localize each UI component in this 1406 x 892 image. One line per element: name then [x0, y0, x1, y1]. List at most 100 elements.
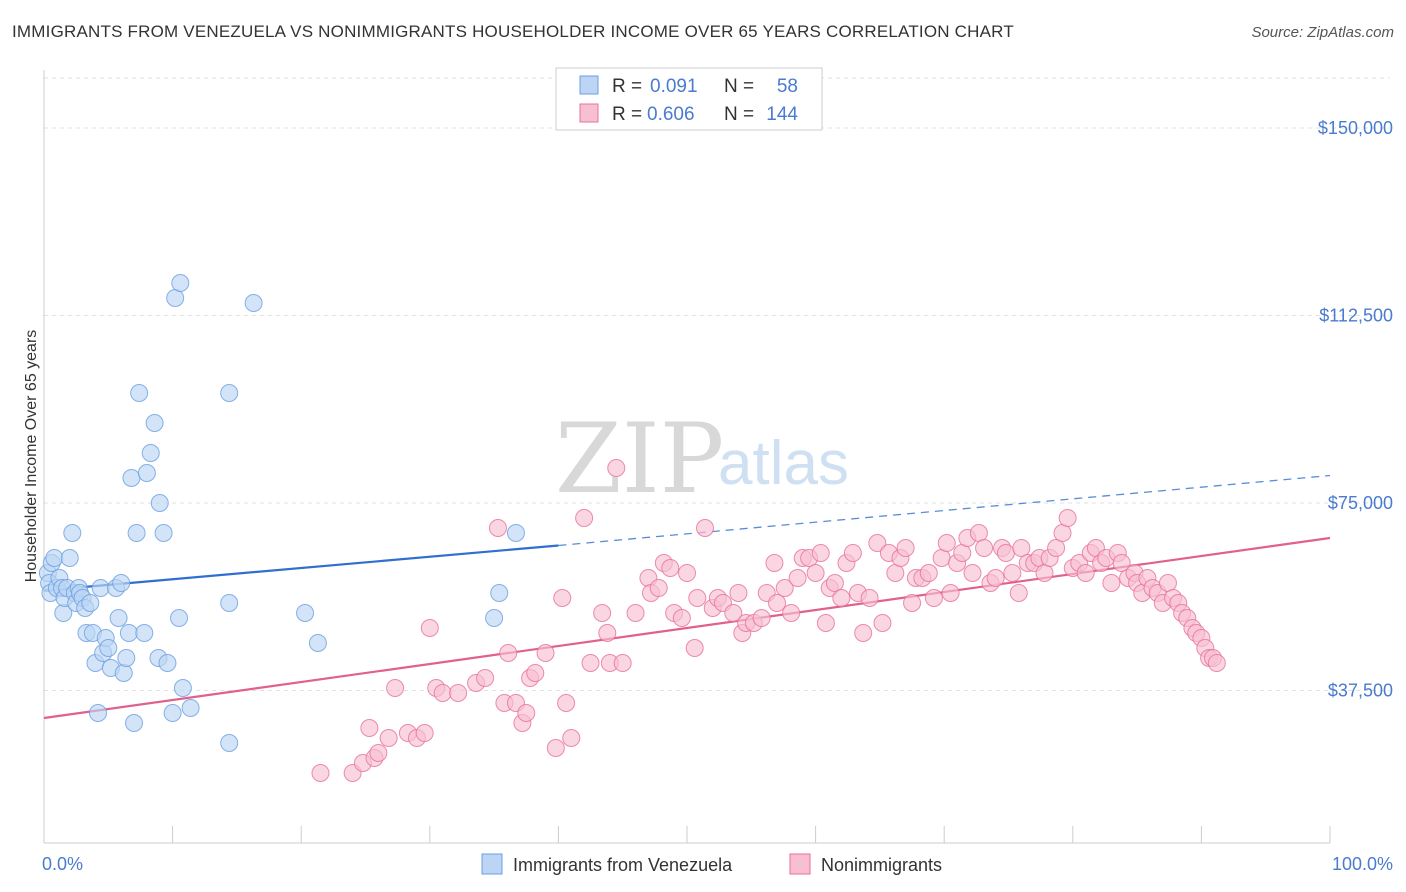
point-nonimmigrant-73	[843, 544, 862, 562]
point-nonimmigrant-6	[379, 729, 398, 747]
point-nonimmigrant-141	[1207, 654, 1226, 672]
legend-n-value-2: 144	[766, 104, 798, 125]
point-nonimmigrant-25	[536, 644, 555, 662]
point-nonimmigrant-109	[1047, 539, 1066, 557]
series-legend-label-pink: Nonimmigrants	[821, 855, 942, 875]
watermark-zip: ZIP	[555, 403, 724, 515]
point-nonimmigrant-60	[768, 594, 787, 612]
point-venezuela-35	[122, 469, 141, 487]
point-nonimmigrant-82	[896, 539, 915, 557]
point-nonimmigrant-7	[386, 679, 405, 697]
point-venezuela-23	[89, 704, 108, 722]
point-nonimmigrant-130	[1158, 574, 1177, 592]
point-nonimmigrant-62	[782, 604, 801, 622]
legend-n-label-2: N =	[724, 104, 754, 125]
point-venezuela-56	[244, 294, 263, 312]
point-venezuela-30	[109, 609, 128, 627]
point-nonimmigrant-66	[806, 564, 825, 582]
point-venezuela-48	[166, 289, 185, 307]
legend-r-value-1: 0.091	[650, 76, 698, 97]
point-nonimmigrant-121	[1112, 554, 1131, 572]
point-nonimmigrant-70	[825, 574, 844, 592]
series-legend-swatch-blue	[481, 853, 503, 875]
point-nonimmigrant-107	[1035, 564, 1054, 582]
point-venezuela-32	[114, 664, 133, 682]
trend-line-venezuela-extension	[558, 474, 1331, 547]
point-nonimmigrant-30	[575, 509, 594, 527]
point-nonimmigrant-88	[932, 549, 951, 567]
y-tick-label-1: $75,000	[1328, 493, 1393, 513]
point-nonimmigrant-87	[924, 589, 943, 607]
x-tick-label-1: 100.0%	[1332, 854, 1393, 874]
series-legend-swatch-pink	[789, 853, 811, 875]
point-venezuela-42	[145, 414, 164, 432]
watermark-atlas: atlas	[718, 429, 849, 498]
point-nonimmigrant-37	[626, 604, 645, 622]
legend-n-value-1: 58	[777, 76, 798, 97]
point-venezuela-34	[119, 624, 138, 642]
stats-legend-box	[555, 67, 823, 131]
point-nonimmigrant-13	[433, 684, 452, 702]
watermark: ZIP atlas	[555, 403, 849, 515]
chart-title: IMMIGRANTS FROM VENEZUELA VS NONIMMIGRAN…	[12, 22, 1014, 41]
source-label: Source: ZipAtlas.com	[1251, 24, 1394, 41]
point-venezuela-45	[154, 524, 173, 542]
series-legend: Immigrants from Venezuela Nonimmigrants	[481, 853, 942, 875]
point-venezuela-41	[141, 444, 160, 462]
point-venezuela-57	[296, 604, 315, 622]
point-nonimmigrant-100	[996, 544, 1015, 562]
point-nonimmigrant-47	[688, 589, 707, 607]
point-nonimmigrant-103	[1012, 539, 1031, 557]
point-nonimmigrant-52	[724, 604, 743, 622]
point-nonimmigrant-59	[765, 554, 784, 572]
point-nonimmigrant-90	[941, 584, 960, 602]
point-nonimmigrant-3	[360, 719, 379, 737]
x-tick-label-0: 0.0%	[42, 854, 83, 874]
point-nonimmigrant-119	[1102, 574, 1121, 592]
legend-r-label-1: R =	[612, 76, 642, 97]
point-venezuela-24	[91, 579, 110, 597]
axes	[43, 70, 1331, 844]
point-nonimmigrant-22	[517, 704, 536, 722]
point-nonimmigrant-40	[649, 579, 668, 597]
point-nonimmigrant-95	[969, 524, 988, 542]
point-nonimmigrant-14	[449, 684, 468, 702]
point-nonimmigrant-71	[832, 589, 851, 607]
point-venezuela-37	[127, 524, 146, 542]
point-nonimmigrant-86	[919, 564, 938, 582]
point-nonimmigrant-110	[1053, 524, 1072, 542]
point-venezuela-60	[490, 584, 509, 602]
point-nonimmigrant-11	[420, 619, 439, 637]
point-venezuela-12	[63, 524, 82, 542]
point-nonimmigrant-48	[696, 519, 715, 537]
point-venezuela-55	[220, 384, 239, 402]
point-nonimmigrant-89	[937, 534, 956, 552]
point-nonimmigrant-19	[499, 644, 518, 662]
y-tick-labels: $37,500 $75,000 $112,500 $150,000	[1318, 118, 1393, 701]
point-nonimmigrant-114	[1076, 564, 1095, 582]
point-nonimmigrant-77	[868, 534, 887, 552]
point-nonimmigrant-10	[415, 724, 434, 742]
point-nonimmigrant-92	[953, 544, 972, 562]
point-nonimmigrant-53	[729, 584, 748, 602]
point-nonimmigrant-76	[860, 589, 879, 607]
point-venezuela-51	[173, 679, 192, 697]
y-tick-label-0: $37,500	[1328, 681, 1393, 701]
point-nonimmigrant-96	[975, 539, 994, 557]
point-nonimmigrant-111	[1058, 509, 1077, 527]
point-nonimmigrant-101	[1003, 564, 1022, 582]
point-nonimmigrant-98	[986, 569, 1005, 587]
point-venezuela-20	[81, 594, 100, 612]
y-axis-label: Householder Income Over 65 years	[23, 330, 40, 583]
point-nonimmigrant-44	[672, 609, 691, 627]
point-nonimmigrant-31	[581, 654, 600, 672]
point-nonimmigrant-35	[607, 459, 626, 477]
point-venezuela-52	[181, 699, 200, 717]
point-nonimmigrant-17	[488, 519, 507, 537]
point-nonimmigrant-28	[557, 694, 576, 712]
point-nonimmigrant-5	[369, 744, 388, 762]
point-nonimmigrant-46	[685, 639, 704, 657]
series-legend-label-blue: Immigrants from Venezuela	[513, 855, 733, 875]
legend-swatch-blue	[579, 75, 599, 95]
